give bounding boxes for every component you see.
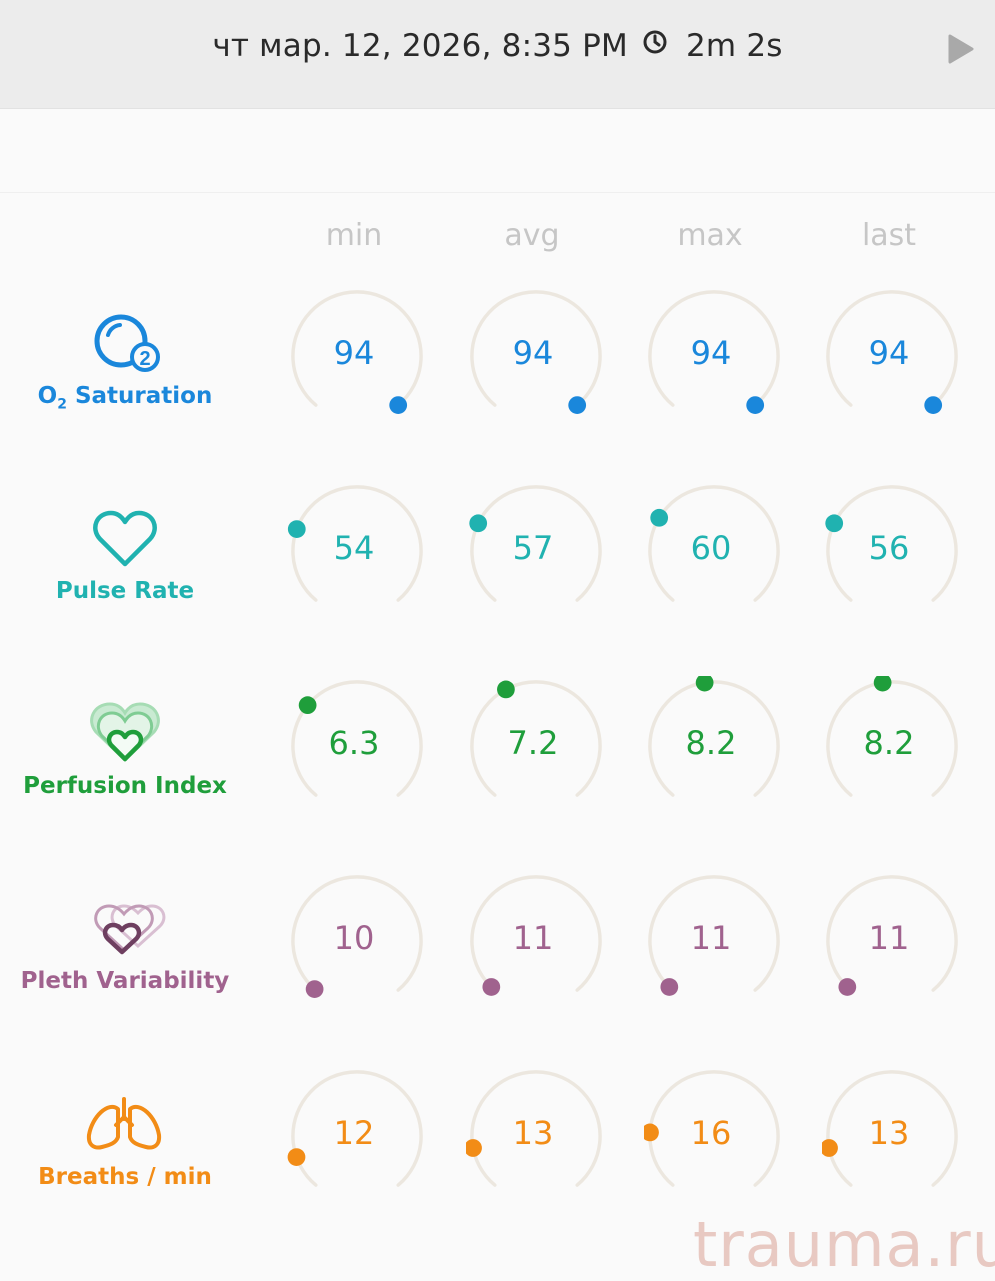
o2-label-rest: Saturation <box>66 383 213 409</box>
gauge-pvi-avg: 11 <box>466 871 646 1051</box>
play-icon <box>948 34 974 64</box>
column-header-max: max <box>677 218 743 253</box>
gauge-o2-last: 94 <box>822 286 995 466</box>
gauge-indicator-dot <box>873 676 892 692</box>
metric-label-breaths: Breaths / min <box>38 1164 212 1190</box>
gauge-resp-last: 13 <box>822 1066 995 1246</box>
gauge-value: 11 <box>690 919 732 957</box>
gauge-indicator-dot <box>287 520 306 538</box>
gauge-pi-min: 6.3 <box>287 676 467 856</box>
metric-label-pulse: Pulse Rate <box>55 578 195 604</box>
gauge-indicator-dot <box>660 978 679 996</box>
gauge-value: 12 <box>333 1114 375 1152</box>
gauge-value: 56 <box>868 529 910 567</box>
gauge-pvi-last: 11 <box>822 871 995 1051</box>
gauge-pi-avg: 7.2 <box>466 676 646 856</box>
gauge-indicator-dot <box>825 514 844 533</box>
gauge-value: 13 <box>868 1114 910 1152</box>
gauge-value: 94 <box>690 334 732 372</box>
session-info: чт мар. 12, 2026, 8:35 PM 2m 2s <box>0 28 995 66</box>
gauge-value: 7.2 <box>507 724 559 762</box>
gauge-indicator-dot <box>822 1139 838 1157</box>
gauge-indicator-dot <box>466 1139 482 1157</box>
perfusion-hearts-icon <box>90 702 160 768</box>
column-header-min: min <box>325 218 383 253</box>
gauge-resp-max: 16 <box>644 1066 824 1246</box>
gauge-value: 94 <box>868 334 910 372</box>
gauge-o2-avg: 94 <box>466 286 646 466</box>
session-duration: 2m 2s <box>686 28 783 64</box>
gauge-indicator-dot <box>838 978 857 996</box>
gauge-indicator-dot <box>298 696 317 715</box>
pleth-hearts-icon <box>86 900 166 960</box>
gauge-value: 6.3 <box>328 724 380 762</box>
gauge-indicator-dot <box>695 676 714 692</box>
clock-icon <box>642 27 668 63</box>
session-datetime: чт мар. 12, 2026, 8:35 PM <box>212 28 628 64</box>
gauge-o2-min: 94 <box>287 286 467 466</box>
gauge-pulse-last: 56 <box>822 481 995 661</box>
gauge-value: 8.2 <box>863 724 915 762</box>
metric-label-pleth: Pleth Variability <box>20 968 230 994</box>
gauge-value: 94 <box>333 334 375 372</box>
gauge-indicator-dot <box>644 1123 659 1142</box>
play-button[interactable] <box>944 30 978 68</box>
gauge-value: 60 <box>690 529 732 567</box>
gauge-indicator-dot <box>482 978 501 996</box>
header-bar: чт мар. 12, 2026, 8:35 PM 2m 2s <box>0 0 995 109</box>
o2-icon: 2 <box>94 313 160 379</box>
gauge-value: 57 <box>512 529 554 567</box>
gauge-value: 11 <box>868 919 910 957</box>
gauge-o2-max: 94 <box>644 286 824 466</box>
gauge-pi-last: 8.2 <box>822 676 995 856</box>
gauge-indicator-dot <box>746 396 765 414</box>
gauge-indicator-dot <box>568 396 587 414</box>
divider <box>0 192 995 193</box>
gauge-value: 94 <box>512 334 554 372</box>
gauge-indicator-dot <box>650 508 669 527</box>
gauge-value: 8.2 <box>685 724 737 762</box>
gauge-resp-avg: 13 <box>466 1066 646 1246</box>
gauge-pi-max: 8.2 <box>644 676 824 856</box>
gauge-pvi-min: 10 <box>287 871 467 1051</box>
gauge-indicator-dot <box>305 980 324 998</box>
gauge-indicator-dot <box>469 514 488 533</box>
gauge-indicator-dot <box>287 1148 306 1166</box>
gauge-value: 13 <box>512 1114 554 1152</box>
column-header-last: last <box>861 218 917 253</box>
gauge-indicator-dot <box>924 396 943 414</box>
gauge-pvi-max: 11 <box>644 871 824 1051</box>
gauge-resp-min: 12 <box>287 1066 467 1246</box>
gauge-value: 54 <box>333 529 375 567</box>
gauge-indicator-dot <box>389 396 408 414</box>
heart-icon <box>92 510 158 572</box>
gauge-value: 16 <box>690 1114 732 1152</box>
gauge-pulse-max: 60 <box>644 481 824 661</box>
gauge-value: 11 <box>512 919 554 957</box>
lungs-icon <box>86 1097 162 1155</box>
gauge-pulse-min: 54 <box>287 481 467 661</box>
watermark: trauma.ru <box>693 1208 995 1281</box>
o2-label-sub: 2 <box>57 396 67 413</box>
metric-label-perfusion: Perfusion Index <box>23 773 227 799</box>
gauge-pulse-avg: 57 <box>466 481 646 661</box>
gauge-value: 10 <box>333 919 375 957</box>
svg-text:2: 2 <box>139 348 150 370</box>
o2-label-o: O <box>37 383 58 409</box>
gauge-indicator-dot <box>497 680 515 699</box>
column-header-avg: avg <box>504 218 560 253</box>
metric-label-o2: O2 Saturation <box>0 383 250 413</box>
